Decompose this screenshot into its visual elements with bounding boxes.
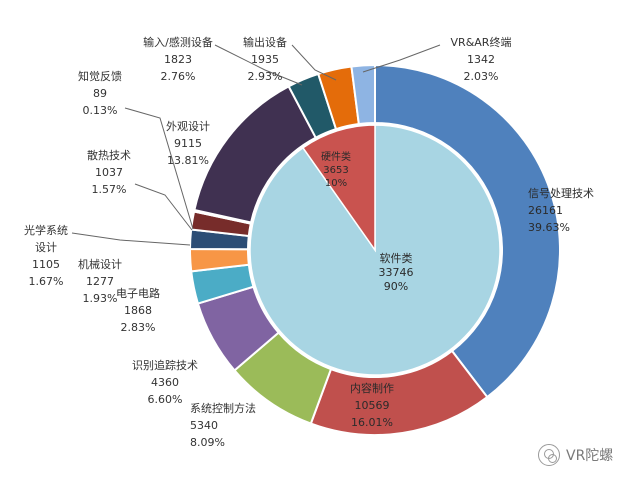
outer-label-7: 散热技术 1037 1.57% [87,148,131,196]
outer-label-8: 知觉反馈 89 0.13% [78,69,122,117]
outer-label-9: 外观设计 9115 13.81% [166,120,210,167]
inner-pie [249,124,501,376]
watermark-text: VR陀螺 [566,448,614,464]
outer-label-3: 识别追踪技术 4360 6.60% [132,358,198,406]
outer-label-2: 系统控制方法 5340 8.09% [190,401,256,449]
outer-label-4: 电子电路 1868 2.83% [116,287,160,334]
data-labels: 软件类 33746 90% 硬件类 3653 10% 信号处理技术 26161 39.63% 内容… [24,35,594,449]
outer-label-6: 光学系统设计 1105 1.67% [24,223,68,288]
outer-label-11: 输出设备 1935 2.93% [243,35,287,83]
outer-ring [188,63,561,436]
leader-line-11 [291,44,337,81]
outer-slice-12 [350,63,376,126]
inner-label-0: 软件类 33746 90% [379,251,414,293]
wechat-icon [538,444,560,466]
leader-line-10 [214,44,303,86]
outer-label-0: 信号处理技术 26161 39.63% [528,187,594,234]
inner-label-1: 硬件类 3653 10% [321,150,351,189]
leader-line-6 [71,232,191,246]
outer-label-5: 机械设计 1277 1.93% [78,257,122,305]
outer-slice-0 [374,63,561,399]
outer-label-12: VR&AR终端 1342 2.03% [451,35,512,83]
leader-line-12 [362,44,441,73]
leader-lines [71,44,441,246]
leader-line-8 [124,107,194,230]
outer-label-10: 输入/感测设备 1823 2.76% [143,35,213,83]
leader-line-7 [134,183,193,231]
watermark: VR陀螺 [538,444,613,466]
inner-slice-1 [301,124,376,253]
outer-label-1: 内容制作 10569 16.01% [350,381,394,429]
